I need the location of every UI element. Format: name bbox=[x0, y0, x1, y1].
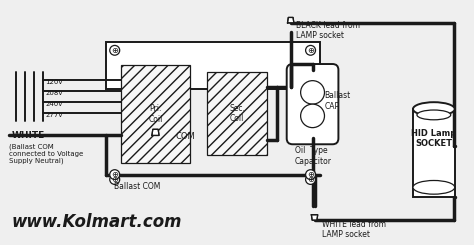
Text: Sec.
Coil: Sec. Coil bbox=[229, 104, 245, 123]
Polygon shape bbox=[152, 129, 159, 135]
Ellipse shape bbox=[413, 102, 455, 116]
Text: 208v: 208v bbox=[45, 90, 63, 97]
Text: BLACK lead from
LAMP socket: BLACK lead from LAMP socket bbox=[296, 21, 360, 40]
Text: ⊕: ⊕ bbox=[307, 175, 314, 184]
Text: Oil  Type
Capacitor: Oil Type Capacitor bbox=[295, 146, 332, 166]
Circle shape bbox=[110, 175, 120, 184]
Text: 277v: 277v bbox=[45, 112, 63, 118]
Ellipse shape bbox=[413, 181, 455, 194]
Bar bbox=[121, 65, 190, 163]
Text: Ballast COM: Ballast COM bbox=[114, 183, 160, 191]
Circle shape bbox=[306, 175, 316, 184]
Text: 120v: 120v bbox=[45, 79, 63, 85]
Circle shape bbox=[306, 170, 316, 180]
Circle shape bbox=[301, 104, 325, 128]
Circle shape bbox=[110, 170, 120, 180]
Text: ⊕: ⊕ bbox=[111, 170, 118, 179]
Bar bbox=[413, 109, 455, 197]
Text: HID Lamp
SOCKET: HID Lamp SOCKET bbox=[411, 129, 456, 148]
Text: (Ballast COM
connected to Voltage
Supply Neutral): (Ballast COM connected to Voltage Supply… bbox=[9, 143, 83, 164]
Text: Ballast
CAP: Ballast CAP bbox=[325, 91, 351, 111]
Bar bbox=[207, 72, 267, 155]
Polygon shape bbox=[311, 215, 318, 220]
Text: Pri.
Coil: Pri. Coil bbox=[148, 104, 163, 124]
Text: 240v: 240v bbox=[45, 101, 63, 107]
Circle shape bbox=[301, 81, 325, 104]
FancyBboxPatch shape bbox=[287, 64, 338, 144]
Polygon shape bbox=[288, 17, 294, 23]
Circle shape bbox=[110, 45, 120, 55]
Ellipse shape bbox=[417, 110, 451, 120]
Text: ⊕: ⊕ bbox=[111, 175, 118, 184]
Bar bbox=[106, 42, 319, 89]
Text: ⊕: ⊕ bbox=[307, 46, 314, 55]
Text: ⊕: ⊕ bbox=[307, 170, 314, 179]
Text: WHITE lead from
LAMP socket: WHITE lead from LAMP socket bbox=[322, 220, 386, 239]
Circle shape bbox=[306, 45, 316, 55]
Text: www.Kolmart.com: www.Kolmart.com bbox=[11, 213, 182, 231]
Text: WHITE: WHITE bbox=[11, 131, 45, 140]
Text: COM: COM bbox=[175, 132, 195, 141]
Text: ⊕: ⊕ bbox=[111, 46, 118, 55]
